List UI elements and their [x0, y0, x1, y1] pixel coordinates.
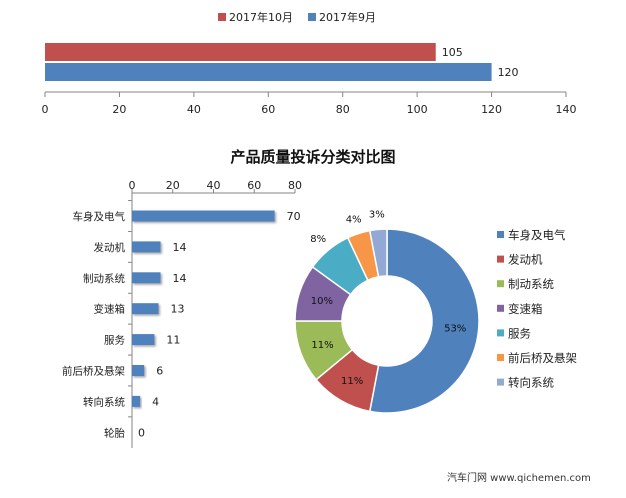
category-label: 转向系统: [83, 395, 125, 408]
x-tick-label: 100: [407, 103, 428, 116]
donut-slice-label-7: 3%: [369, 209, 385, 220]
category-bar-label: 14: [173, 241, 187, 254]
category-label: 车身及电气: [73, 210, 126, 223]
category-label: 制动系统: [83, 272, 125, 285]
donut-slice-7: [368, 228, 388, 278]
legend-label-1: 2017年10月: [229, 10, 293, 24]
category-bar: [132, 241, 161, 253]
donut-slice-1: [368, 228, 480, 414]
category-label: 服务: [104, 334, 125, 347]
category-bar: [132, 303, 159, 315]
category-bar: [132, 365, 145, 376]
donut-legend-swatch-2: [497, 255, 504, 263]
category-x-tick-label: 60: [247, 179, 261, 192]
category-label: 轮胎: [104, 426, 125, 439]
donut-legend-label-5: 服务: [508, 326, 531, 340]
comparison-bar-2: [45, 63, 492, 81]
category-x-tick-label: 0: [129, 179, 136, 192]
comparison-bar-1: [45, 43, 436, 61]
x-tick-label: 40: [187, 103, 201, 116]
x-tick-label: 120: [481, 103, 502, 116]
donut-slice-label-6: 4%: [346, 214, 362, 225]
donut-legend-swatch-4: [497, 304, 504, 312]
legend-swatch-1: [218, 13, 226, 21]
donut-legend-label-7: 转向系统: [508, 376, 554, 390]
legend-swatch-2: [308, 13, 316, 21]
donut-slice-label-4: 10%: [311, 296, 333, 307]
donut-legend-label-2: 发动机: [508, 253, 543, 267]
donut-legend-swatch-3: [497, 280, 504, 288]
category-bar-label: 70: [287, 210, 301, 223]
category-bar: [132, 272, 161, 284]
donut-legend-swatch-1: [497, 231, 504, 238]
x-tick-label: 60: [261, 103, 275, 116]
category-bar: [132, 395, 141, 407]
category-bar-label: 0: [138, 426, 145, 439]
donut-legend-label-3: 制动系统: [508, 277, 554, 291]
x-tick-label: 20: [112, 103, 126, 116]
legend-label-2: 2017年9月: [319, 10, 376, 24]
x-tick-label: 140: [556, 103, 577, 116]
category-bar-label: 4: [152, 395, 159, 408]
watermark-text: 汽车门网 www.qichemen.com: [447, 471, 591, 484]
category-bar: [132, 334, 155, 346]
category-bar-label: 14: [173, 272, 187, 285]
comparison-bar-label-1: 105: [442, 46, 463, 59]
category-bar: [132, 210, 275, 222]
category-bar-label: 13: [170, 303, 184, 316]
category-label: 发动机: [94, 241, 126, 254]
category-bar-label: 6: [156, 365, 163, 378]
donut-slice-label-2: 11%: [341, 376, 363, 387]
category-x-tick-label: 80: [288, 179, 302, 192]
donut-legend-label-6: 前后桥及悬架: [508, 351, 577, 365]
x-tick-label: 0: [42, 103, 49, 116]
category-x-tick-label: 20: [166, 179, 180, 192]
donut-slice-label-5: 8%: [310, 234, 326, 245]
donut-legend-label-4: 变速箱: [508, 302, 543, 316]
donut-slice-label-1: 53%: [444, 323, 466, 334]
comparison-bar-label-2: 120: [498, 66, 519, 79]
donut-legend-swatch-6: [497, 354, 504, 361]
x-tick-label: 80: [336, 103, 350, 116]
donut-legend-swatch-7: [497, 378, 504, 386]
category-label: 前后桥及悬架: [62, 365, 125, 378]
chart-title: 产品质量投诉分类对比图: [230, 148, 395, 166]
category-x-tick-label: 40: [207, 179, 221, 192]
category-label: 变速箱: [94, 303, 126, 316]
donut-slice-label-3: 11%: [311, 340, 333, 351]
donut-legend-label-1: 车身及电气: [508, 228, 566, 242]
category-bar-label: 11: [166, 334, 180, 347]
donut-legend-swatch-5: [497, 329, 504, 337]
